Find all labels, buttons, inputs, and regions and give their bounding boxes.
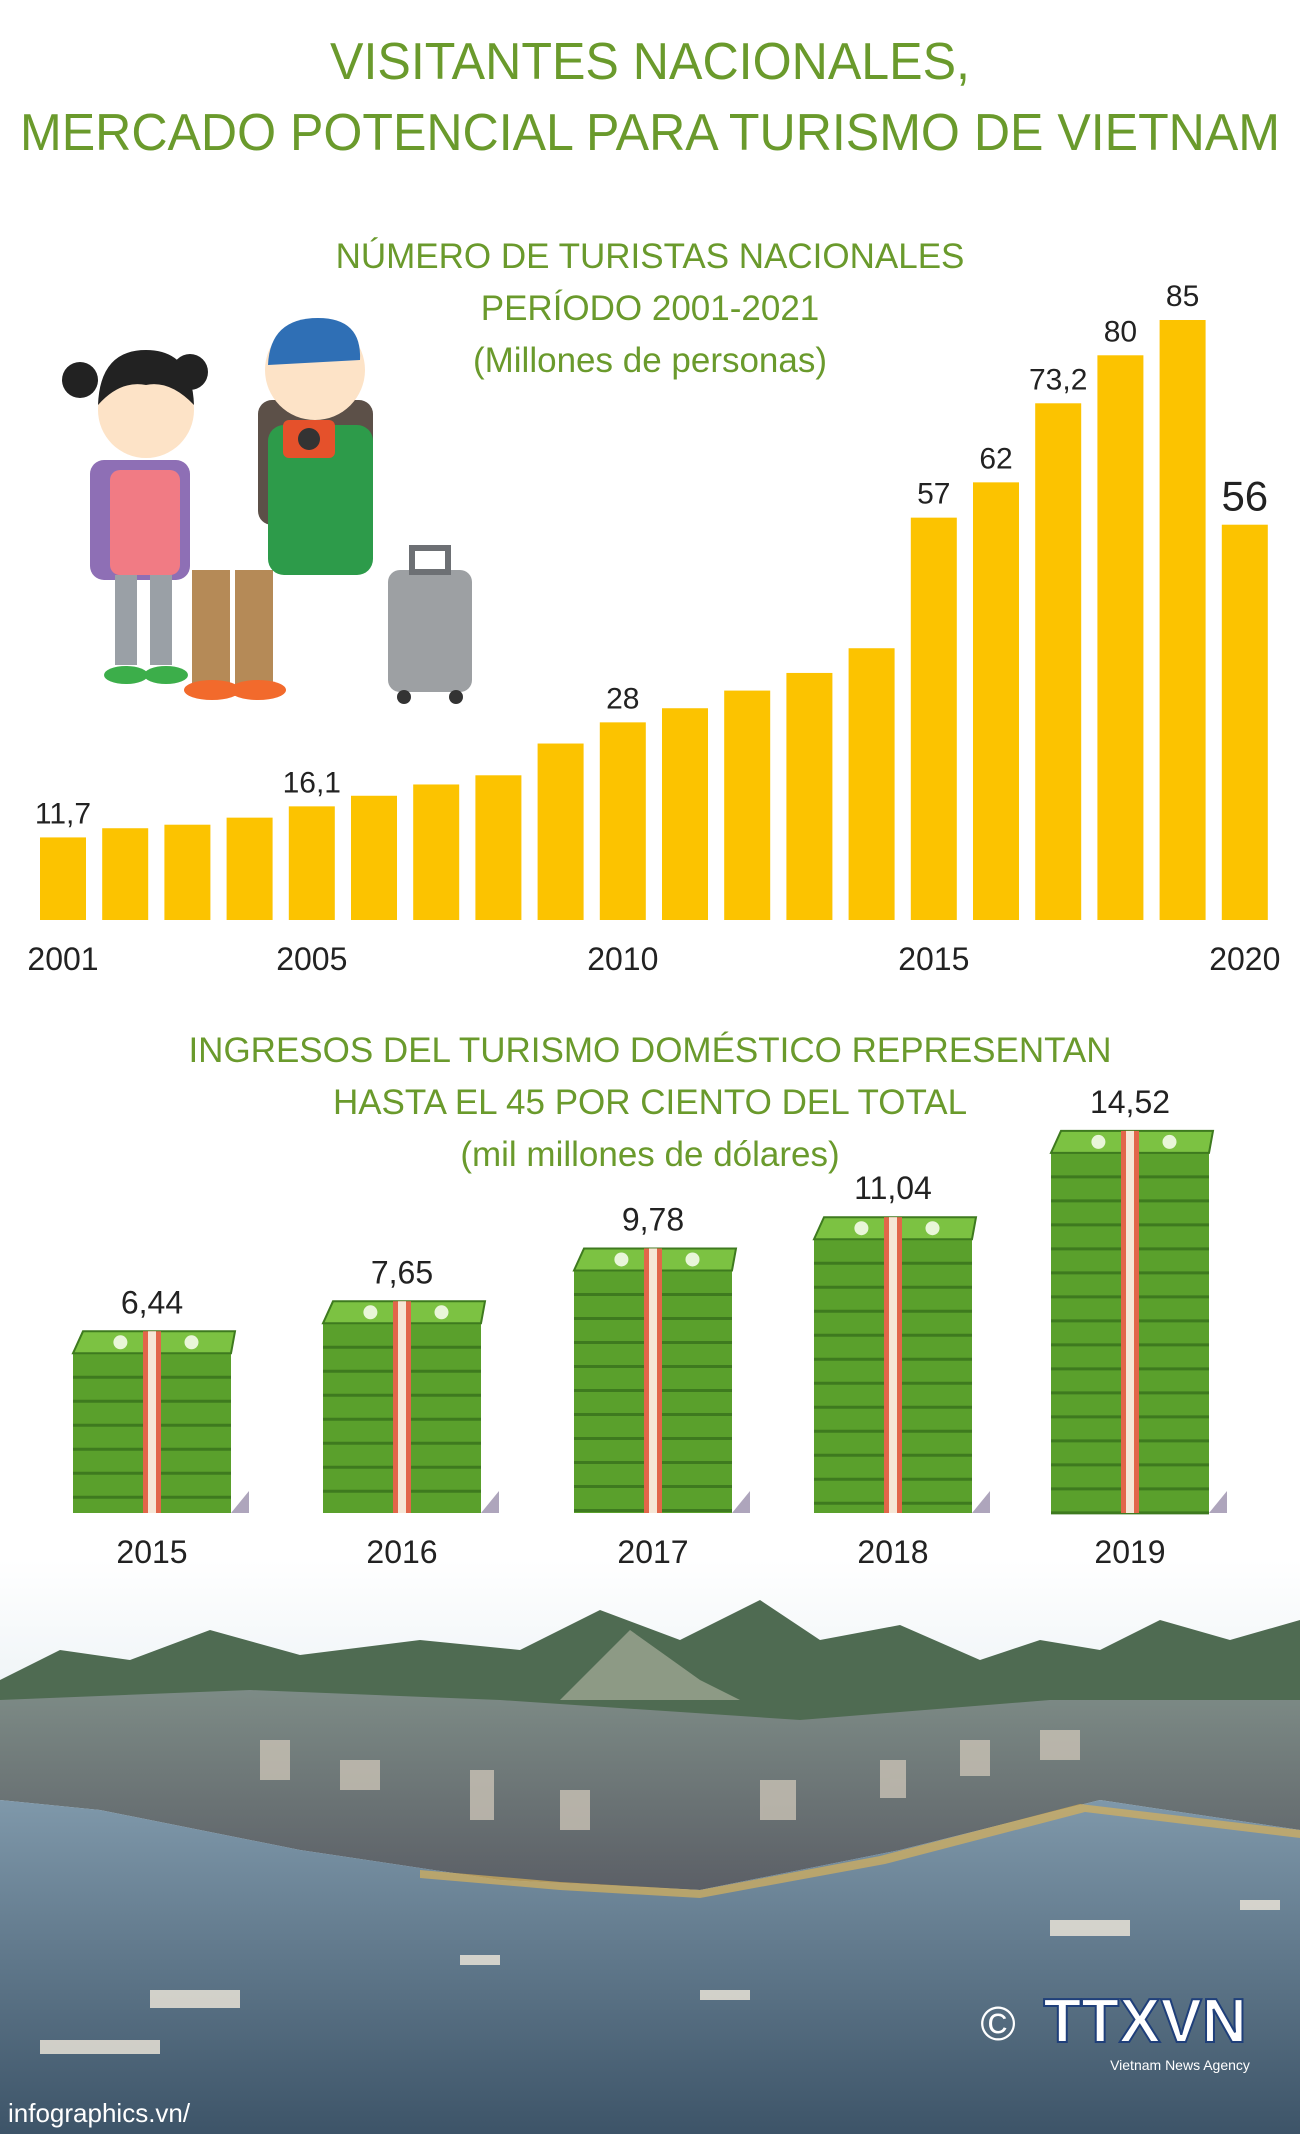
- copyright-symbol: ©: [980, 1998, 1015, 2051]
- value-label: 16,1: [283, 766, 341, 799]
- bill-seal: [1162, 1134, 1177, 1149]
- money-stack: [321, 1300, 499, 1513]
- band-inner: [148, 1331, 156, 1513]
- value-label: 62: [979, 442, 1012, 475]
- bar: [724, 690, 771, 920]
- value-label: 85: [1166, 280, 1199, 313]
- money-stack: [71, 1330, 249, 1513]
- revenue-chart: 6,44 2015 7,65 2016 9,78 2017 11,04 2018 14,52 20…: [71, 1084, 1227, 1570]
- stack-shadow: [1209, 1491, 1227, 1513]
- bill-seal: [184, 1335, 199, 1350]
- bill-seal: [434, 1305, 449, 1320]
- value-label: 28: [606, 682, 639, 715]
- bar: [537, 743, 584, 920]
- bar: [910, 517, 957, 920]
- tourists-chart: 11,7 2001 16,1 2005 28 2010 57 2015 62 73,2 80 85 56…: [27, 280, 1280, 977]
- x-tick-label: 2005: [276, 941, 347, 977]
- bar: [1097, 355, 1144, 920]
- bar: [1221, 524, 1268, 920]
- bill-seal: [113, 1335, 128, 1350]
- x-tick-label: 2020: [1209, 941, 1280, 977]
- bar: [413, 784, 460, 920]
- value-label: 80: [1104, 315, 1137, 348]
- agency-logo: TTXVN: [1043, 1987, 1246, 2056]
- main-title-line: MERCADO POTENCIAL PARA TURISMO DE VIETNA…: [20, 104, 1280, 162]
- bar: [848, 648, 895, 920]
- bar: [475, 775, 522, 920]
- value-label: 14,52: [1090, 1084, 1170, 1120]
- bar: [1159, 320, 1206, 920]
- value-label: 11,7: [35, 797, 91, 830]
- x-tick-label: 2016: [366, 1534, 437, 1570]
- band-inner: [1126, 1130, 1134, 1513]
- value-label: 6,44: [121, 1284, 183, 1320]
- x-tick-label: 2019: [1094, 1534, 1165, 1570]
- value-label: 7,65: [371, 1254, 433, 1290]
- bar: [288, 806, 335, 920]
- bar: [226, 817, 273, 920]
- band-inner: [889, 1217, 897, 1513]
- money-stack: [812, 1216, 990, 1513]
- main-title-line: VISITANTES NACIONALES,: [330, 33, 970, 91]
- bar: [599, 722, 646, 920]
- money-stack: [572, 1247, 750, 1513]
- x-tick-label: 2015: [898, 941, 969, 977]
- bar: [786, 672, 833, 920]
- stack-shadow: [972, 1491, 990, 1513]
- bar: [1035, 403, 1082, 920]
- bar: [102, 828, 149, 920]
- x-tick-label: 2018: [857, 1534, 928, 1570]
- value-label: 11,04: [854, 1170, 932, 1206]
- bill-seal: [854, 1221, 869, 1236]
- stack-shadow: [481, 1491, 499, 1513]
- bill-seal: [614, 1252, 629, 1267]
- agency-full-name: Vietnam News Agency: [1110, 2057, 1250, 2073]
- chart-unit: (Millones de personas): [473, 341, 827, 380]
- bill-seal: [685, 1252, 700, 1267]
- x-tick-label: 2017: [617, 1534, 688, 1570]
- bar: [973, 482, 1019, 920]
- value-label: 9,78: [622, 1201, 684, 1237]
- chart-title: INGRESOS DEL TURISMO DOMÉSTICO REPRESENT…: [188, 1031, 1111, 1070]
- band-inner: [398, 1301, 406, 1513]
- bar: [662, 708, 708, 920]
- band-inner: [649, 1248, 657, 1513]
- chart-subtitle: PERÍODO 2001-2021: [481, 289, 820, 328]
- value-label: 57: [917, 478, 950, 511]
- travellers-illustration: [62, 318, 472, 704]
- x-tick-label: 2001: [27, 941, 98, 977]
- bar: [164, 824, 211, 920]
- money-stack: [1049, 1129, 1227, 1515]
- chart-unit: (mil millones de dólares): [460, 1135, 839, 1174]
- bill-seal: [1091, 1134, 1106, 1149]
- source: infographics.vn/: [8, 2098, 191, 2128]
- bar: [40, 837, 86, 920]
- x-tick-label: 2015: [116, 1534, 187, 1570]
- value-label: 73,2: [1029, 363, 1087, 396]
- chart-subtitle: HASTA EL 45 POR CIENTO DEL TOTAL: [333, 1083, 967, 1122]
- chart-title: NÚMERO DE TURISTAS NACIONALES: [336, 237, 965, 276]
- bar: [351, 795, 397, 920]
- landscape: [0, 1560, 1300, 2134]
- stack-shadow: [231, 1491, 249, 1513]
- value-label: 56: [1221, 473, 1268, 520]
- bill-seal: [925, 1221, 940, 1236]
- stack-shadow: [732, 1491, 750, 1513]
- x-tick-label: 2010: [587, 941, 658, 977]
- bill-seal: [363, 1305, 378, 1320]
